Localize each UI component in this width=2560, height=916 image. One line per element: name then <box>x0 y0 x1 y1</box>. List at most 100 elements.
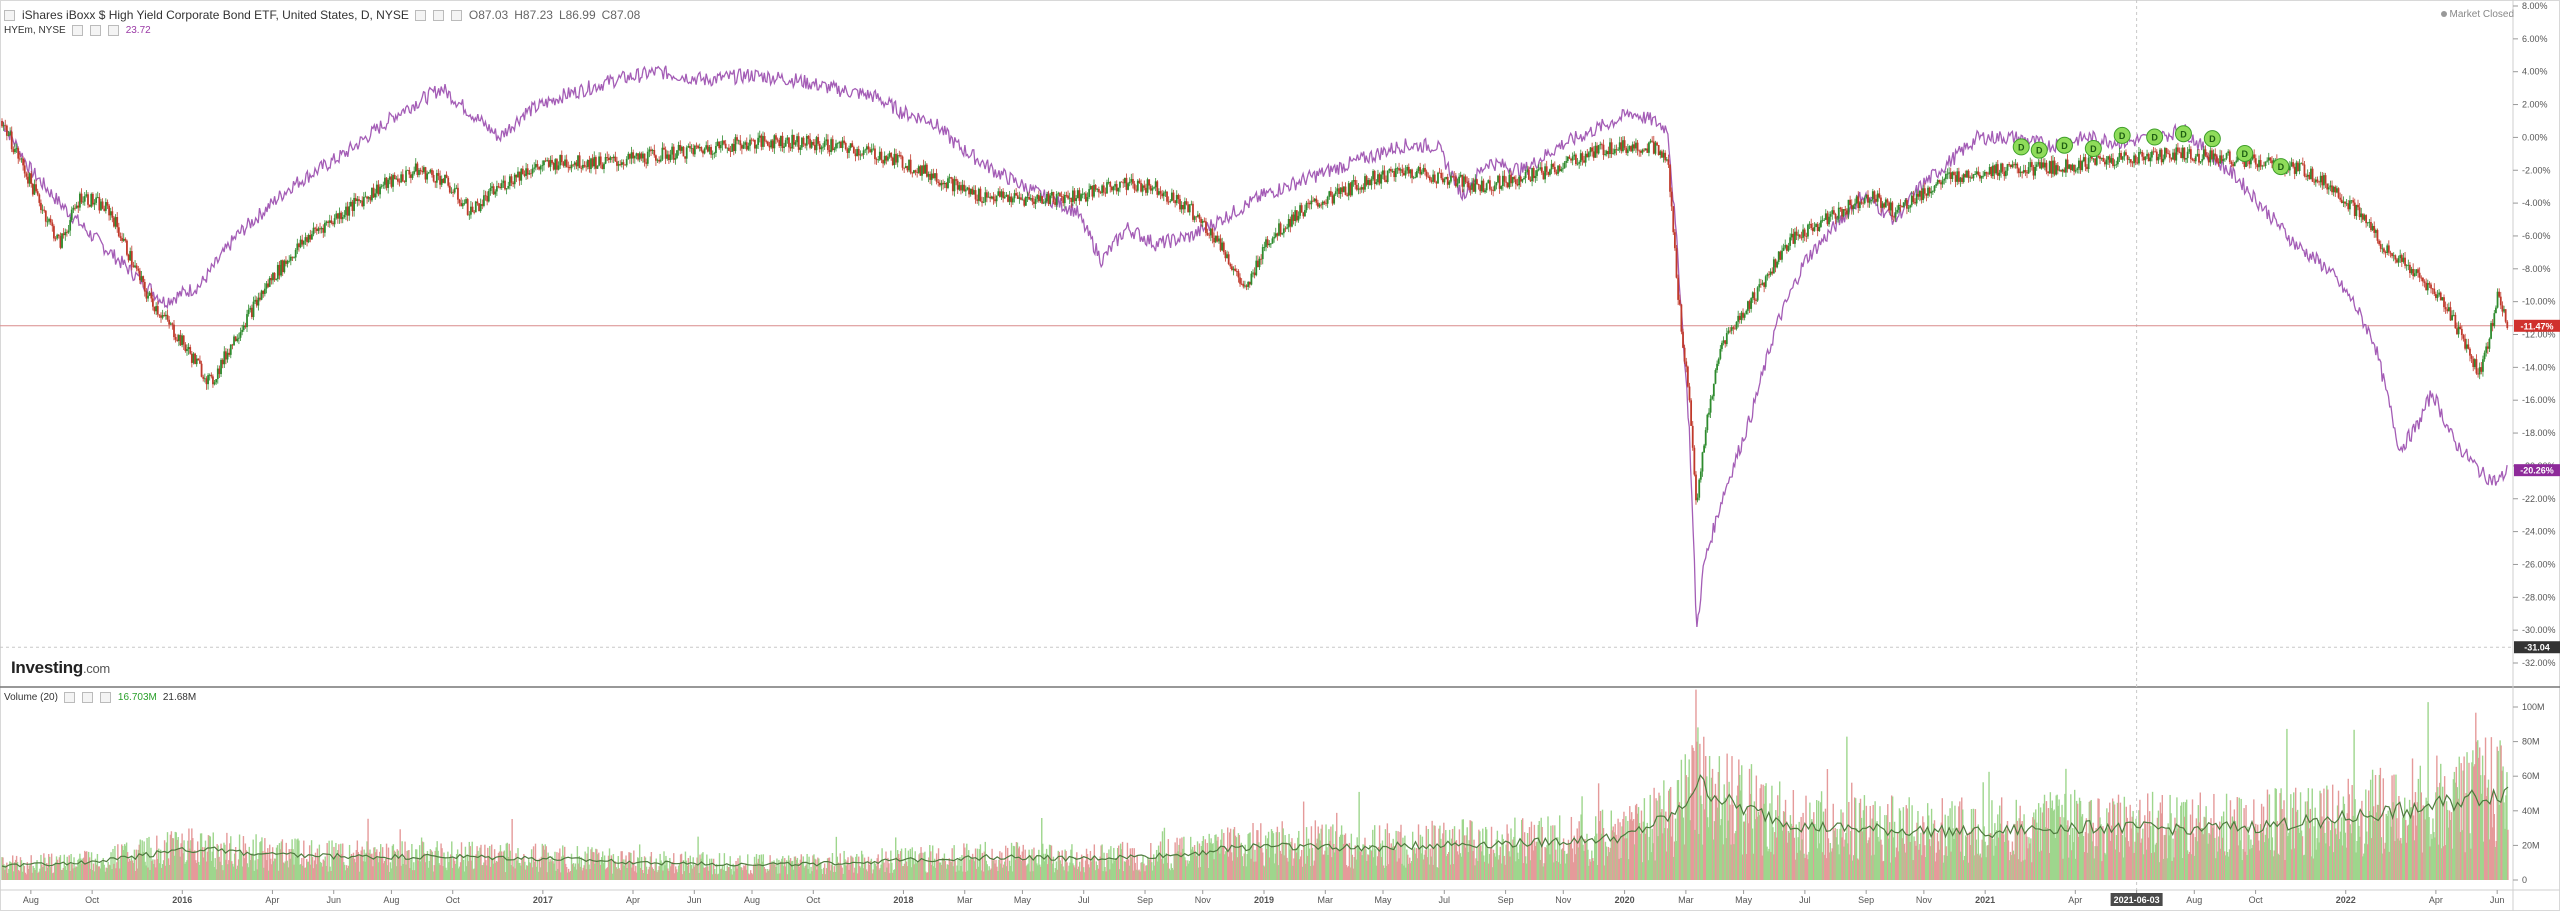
candle-body <box>600 156 602 164</box>
candle-body <box>2104 162 2106 165</box>
candle-body <box>2063 170 2065 173</box>
candle-body <box>2102 158 2104 162</box>
candle-body <box>1387 171 1389 182</box>
candle-body <box>1 121 3 126</box>
candle-body <box>1637 143 1639 151</box>
candle-body <box>1642 150 1644 153</box>
candle-body <box>318 228 320 231</box>
dividend-marker-label: D <box>2242 149 2249 159</box>
candle-body <box>366 197 368 199</box>
candle-body <box>665 150 667 159</box>
candle-body <box>1476 179 1478 184</box>
candle-body <box>2433 289 2435 294</box>
candle-body <box>1590 147 1592 152</box>
candle-body <box>1789 237 1791 246</box>
candle-body <box>253 302 255 317</box>
candle-body <box>202 377 204 379</box>
candle-body <box>1090 186 1092 189</box>
candle-body <box>1367 180 1369 185</box>
candle-body <box>1229 264 1231 266</box>
candle-body <box>220 360 222 374</box>
candle-body <box>812 142 814 145</box>
candle-body <box>207 375 209 384</box>
candle-body <box>1043 202 1045 203</box>
candle-body <box>1259 259 1261 267</box>
candle-body <box>537 164 539 167</box>
candle-body <box>1192 204 1194 220</box>
candle-body <box>2411 269 2413 273</box>
candle-body <box>2506 322 2508 328</box>
candle-body <box>2339 198 2341 200</box>
candle-body <box>767 142 769 146</box>
candle-body <box>1330 191 1332 195</box>
candle-body <box>287 261 289 264</box>
candle-body <box>292 257 294 258</box>
candle-body <box>1859 202 1861 208</box>
candle-body <box>790 147 792 148</box>
candle-body <box>1403 173 1405 175</box>
candle-body <box>2055 165 2057 174</box>
candle-body <box>1695 475 1697 501</box>
candle-body <box>1009 197 1011 202</box>
candle-body <box>1891 202 1893 216</box>
candle-body <box>2122 157 2124 160</box>
candle-body <box>1293 215 1295 221</box>
candle-body <box>689 146 691 148</box>
candle-body <box>63 233 65 235</box>
candle-body <box>236 339 238 341</box>
candle-body <box>1453 177 1455 178</box>
candle-body <box>1020 197 1022 199</box>
candle-body <box>504 181 506 190</box>
candle-body <box>1302 213 1304 217</box>
candle-body <box>365 197 367 198</box>
candle-body <box>1262 247 1264 259</box>
candle-body <box>2188 149 2190 152</box>
candle-body <box>1393 171 1395 177</box>
candle-body <box>1658 145 1660 155</box>
candle-body <box>1893 217 1895 218</box>
candle-body <box>2076 168 2078 170</box>
candle-body <box>387 180 389 188</box>
candle-body <box>1130 179 1132 182</box>
candle-body <box>66 232 68 233</box>
candle-body <box>1129 182 1131 184</box>
candle-body <box>843 141 845 143</box>
candle-body <box>1710 399 1712 413</box>
candle-body <box>162 315 164 318</box>
candle-body <box>2174 153 2176 161</box>
candle-body <box>2472 359 2474 367</box>
candle-body <box>683 147 685 157</box>
candle-body <box>2424 281 2426 282</box>
candle-body <box>1325 203 1327 204</box>
candle-body <box>2068 165 2070 169</box>
candle-body <box>369 197 371 200</box>
candle-body <box>94 203 96 205</box>
candle-body <box>120 236 122 238</box>
candle-body <box>334 218 336 224</box>
candle-body <box>1969 177 1971 178</box>
candle-body <box>1964 174 1966 177</box>
candle-body <box>2471 356 2473 359</box>
candle-body <box>1056 194 1058 205</box>
candle-body <box>876 159 878 160</box>
candle-body <box>240 332 242 338</box>
candle-body <box>1405 171 1407 176</box>
candle-body <box>1246 285 1248 286</box>
candle-body <box>2180 152 2182 158</box>
candle-body <box>352 202 354 211</box>
candle-body <box>1242 284 1244 287</box>
candle-body <box>1361 187 1363 189</box>
candle-body <box>1416 171 1418 177</box>
candle-body <box>1473 183 1475 191</box>
candle-body <box>1186 201 1188 204</box>
candle-body <box>1565 161 1567 163</box>
candle-body <box>181 336 183 346</box>
candle-body <box>2128 159 2130 160</box>
candle-body <box>283 261 285 273</box>
candle-body <box>413 171 415 174</box>
candle-body <box>279 265 281 276</box>
candle-body <box>984 192 986 202</box>
candle-body <box>1549 169 1551 175</box>
candle-body <box>113 218 115 227</box>
candle-body <box>1825 213 1827 219</box>
